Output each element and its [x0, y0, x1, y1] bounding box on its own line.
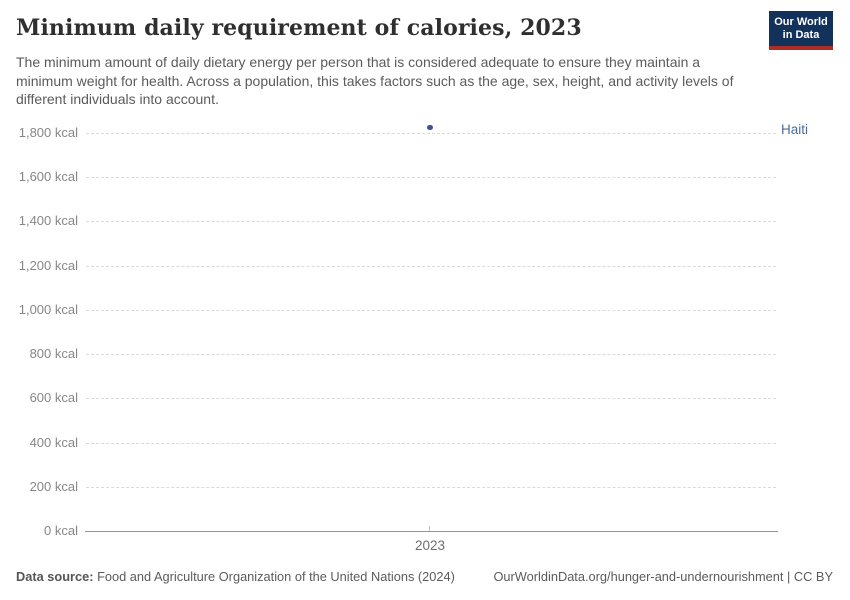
footer-attribution-link[interactable]: OurWorldinData.org/hunger-and-undernouri…: [493, 569, 833, 584]
y-axis-tick-label: 1,600 kcal: [18, 169, 78, 185]
footer-data-source: Data source: Food and Agriculture Organi…: [16, 569, 455, 584]
y-gridline: [86, 442, 776, 444]
y-gridline: [86, 133, 776, 134]
y-axis-tick-label: 400 kcal: [29, 434, 78, 450]
y-gridline: [86, 486, 776, 488]
y-axis-tick-label: 800 kcal: [29, 346, 78, 362]
x-axis-tick: [429, 526, 430, 531]
y-gridline: [86, 354, 776, 356]
y-axis-tick-label: 600 kcal: [29, 390, 78, 406]
x-axis-tick-label: 2023: [414, 538, 446, 553]
chart-title: Minimum daily requirement of calories, 2…: [16, 15, 582, 41]
y-gridline: [86, 221, 776, 223]
y-axis-tick-label: 1,200 kcal: [18, 257, 78, 273]
owid-logo-line1: Our World: [774, 16, 828, 28]
data-point-haiti[interactable]: [427, 124, 433, 131]
series-label-haiti[interactable]: Haiti: [781, 122, 809, 137]
x-axis-line: [85, 531, 778, 532]
y-gridline: [86, 177, 776, 179]
y-axis-tick-label: 200 kcal: [29, 478, 78, 494]
chart-subtitle: The minimum amount of daily dietary ener…: [16, 54, 734, 107]
y-axis-tick-label: 1,400 kcal: [18, 213, 78, 229]
y-axis-tick-label: 1,800 kcal: [18, 125, 78, 140]
owid-logo[interactable]: Our World in Data: [769, 11, 833, 50]
y-axis-tick-label: 0 kcal: [44, 523, 78, 538]
owid-logo-line2: in Data: [782, 29, 820, 41]
y-axis-tick-label: 1,000 kcal: [18, 301, 78, 317]
data-source-value: Food and Agriculture Organization of the…: [93, 569, 455, 584]
y-gridline: [86, 398, 776, 400]
data-source-label: Data source:: [16, 569, 94, 584]
y-gridline: [86, 265, 776, 267]
y-gridline: [86, 309, 776, 311]
